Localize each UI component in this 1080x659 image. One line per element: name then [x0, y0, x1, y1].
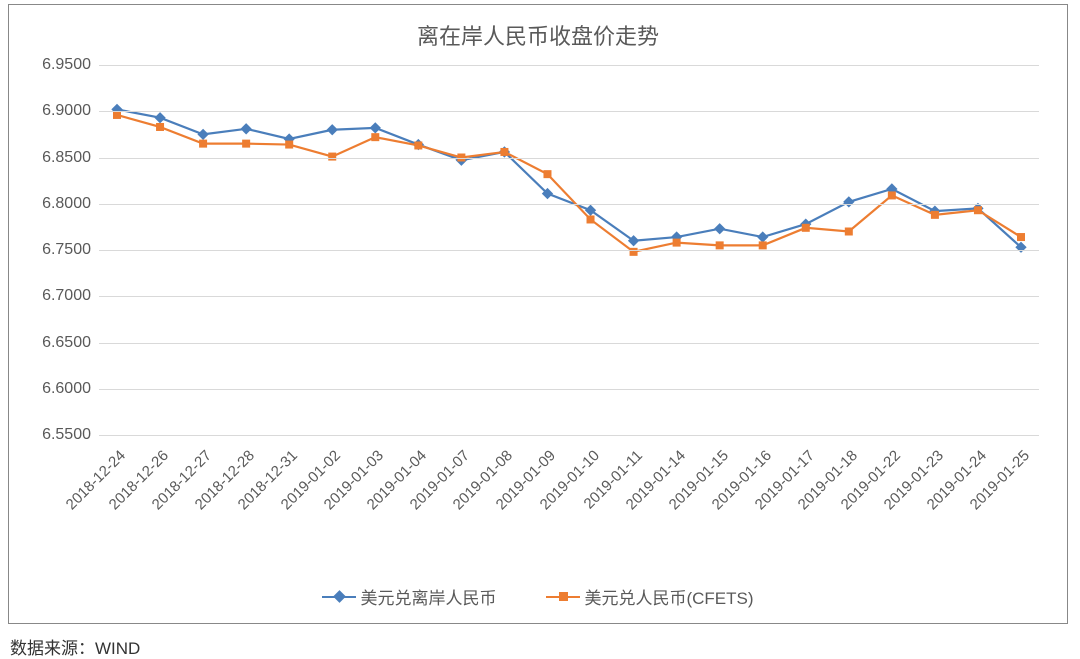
marker-diamond [370, 122, 381, 133]
y-tick-label: 6.9000 [42, 102, 99, 120]
grid-line [99, 158, 1039, 159]
marker-square [802, 224, 810, 232]
marker-square [1017, 233, 1025, 241]
legend-item: 美元兑离岸人民币 [322, 584, 496, 609]
chart-title: 离在岸人民币收盘价走势 [9, 5, 1067, 51]
marker-diamond [154, 112, 165, 123]
grid-line [99, 296, 1039, 297]
marker-square [500, 148, 508, 156]
source-note: 数据来源：WIND [0, 624, 1080, 659]
marker-diamond [843, 196, 854, 207]
legend: 美元兑离岸人民币 美元兑人民币(CFETS) [9, 584, 1067, 609]
grid-line [99, 250, 1039, 251]
y-tick-label: 6.6000 [42, 380, 99, 398]
marker-square [371, 133, 379, 141]
marker-square [759, 241, 767, 249]
marker-square [974, 206, 982, 214]
grid-line [99, 65, 1039, 66]
chart-container: 离在岸人民币收盘价走势 6.55006.60006.65006.70006.75… [8, 4, 1068, 624]
marker-square [587, 215, 595, 223]
y-tick-label: 6.6500 [42, 334, 99, 352]
marker-square [673, 239, 681, 247]
marker-square [543, 170, 551, 178]
y-tick-label: 6.8500 [42, 149, 99, 167]
marker-diamond [327, 124, 338, 135]
y-tick-label: 6.7500 [42, 241, 99, 259]
grid-line [99, 435, 1039, 436]
series-line [117, 109, 1021, 247]
marker-square [414, 141, 422, 149]
marker-diamond [197, 129, 208, 140]
grid-line [99, 343, 1039, 344]
legend-swatch [322, 591, 356, 603]
marker-square [242, 140, 250, 148]
marker-square [716, 241, 724, 249]
y-tick-label: 6.7000 [42, 287, 99, 305]
marker-diamond [757, 231, 768, 242]
grid-line [99, 204, 1039, 205]
legend-swatch [546, 591, 580, 603]
marker-square [199, 140, 207, 148]
y-tick-label: 6.8000 [42, 195, 99, 213]
legend-label: 美元兑人民币(CFETS) [584, 584, 753, 609]
legend-label: 美元兑离岸人民币 [360, 584, 496, 609]
grid-line [99, 111, 1039, 112]
marker-square [931, 211, 939, 219]
square-icon [559, 592, 568, 601]
marker-diamond [714, 223, 725, 234]
marker-square [285, 141, 293, 149]
marker-square [845, 228, 853, 236]
grid-line [99, 389, 1039, 390]
legend-item: 美元兑人民币(CFETS) [546, 584, 753, 609]
y-tick-label: 6.5500 [42, 426, 99, 444]
marker-diamond [240, 123, 251, 134]
marker-square [156, 123, 164, 131]
diamond-icon [333, 590, 346, 603]
plot-area: 6.55006.60006.65006.70006.75006.80006.85… [99, 65, 1039, 435]
y-tick-label: 6.9500 [42, 56, 99, 74]
series-line [117, 115, 1021, 252]
marker-square [888, 191, 896, 199]
